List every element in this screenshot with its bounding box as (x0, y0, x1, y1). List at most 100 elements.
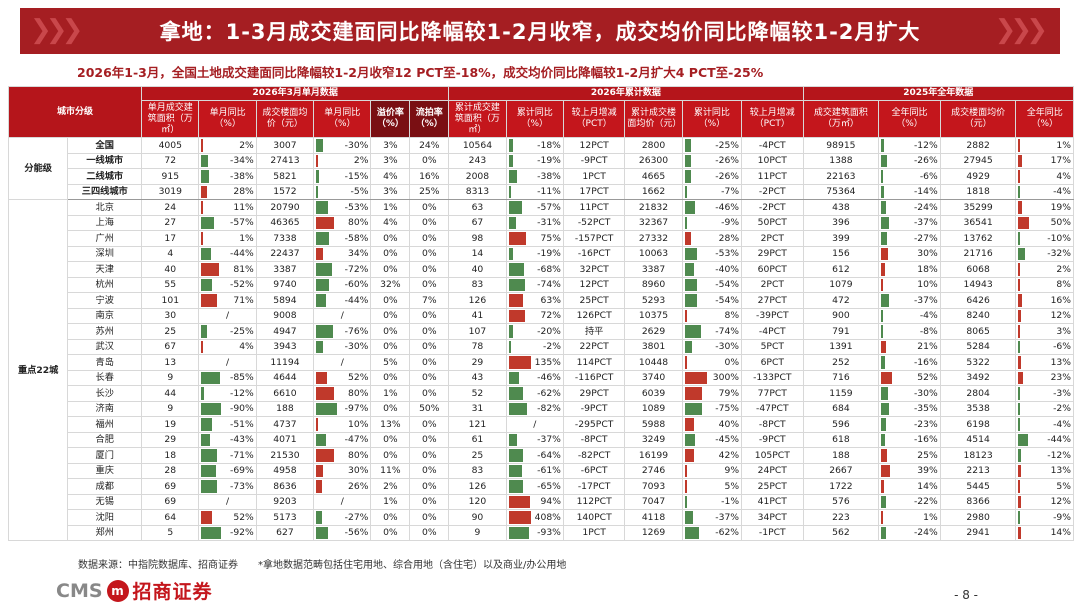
cell-value: -43% (230, 434, 254, 446)
value-cell: / (313, 354, 372, 371)
value-cell: 4 (141, 245, 200, 262)
cell-value: -53% (715, 248, 740, 260)
value-cell: 1572 (255, 183, 315, 200)
value-cell: 10448 (624, 354, 683, 371)
data-bar (316, 340, 324, 353)
value-cell: 3538 (939, 400, 1017, 417)
value-cell: 1089 (624, 400, 683, 417)
data-bar (316, 418, 319, 431)
change-cell: -8% (878, 323, 941, 340)
data-bar (684, 387, 702, 400)
data-bar (508, 526, 529, 539)
value-cell: 16% (409, 168, 450, 185)
value-cell: 1722 (802, 478, 880, 495)
cell-value: -9% (721, 217, 740, 229)
value-cell: -39PCT (741, 307, 804, 324)
value-cell: -133PCT (741, 369, 804, 386)
cell-value: 72% (540, 310, 561, 322)
value-cell: 14 (448, 245, 507, 262)
footnote: 数据来源：中指院数据库、招商证券 *拿地数据范畴包括住宅用地、综合用地（含住宅）… (78, 560, 567, 571)
change-cell: -26% (681, 168, 743, 185)
change-cell: 18% (878, 261, 941, 278)
value-cell: 27 (141, 214, 200, 231)
cell-value: 34% (348, 248, 369, 260)
value-cell: -52PCT (562, 214, 626, 231)
data-bar (316, 526, 329, 539)
data-bar (316, 511, 323, 524)
data-bar (684, 356, 687, 369)
change-cell: -43% (198, 431, 257, 448)
change-cell: -46% (505, 369, 564, 386)
change-cell: 1% (198, 230, 257, 247)
change-cell: 52% (313, 369, 372, 386)
cell-value: -2% (543, 341, 561, 353)
value-cell: 2008 (448, 168, 507, 185)
table-row: 合肥 29 -43% 4071 -47% 0% 0% 61 -37% -8PCT 3249 -45% -… (9, 431, 1074, 448)
cell-value: 9% (724, 465, 740, 477)
value-cell: 791 (802, 323, 880, 340)
change-cell: -25% (198, 323, 257, 340)
change-cell: -68% (505, 261, 564, 278)
value-cell: 25PCT (562, 292, 626, 309)
value-cell: 78 (448, 338, 507, 355)
value-cell: 3019 (141, 183, 200, 200)
cell-value: 80% (348, 387, 369, 399)
change-cell: 34% (313, 245, 372, 262)
city-name: 无锡 (67, 493, 143, 510)
value-cell: 83 (448, 276, 507, 293)
value-cell: 0% (370, 447, 411, 464)
value-cell: 0% (409, 276, 450, 293)
value-cell: 25 (448, 447, 507, 464)
city-name: 武汉 (67, 338, 143, 355)
table-row: 南京 30/9008/0% 0% 41 72% 126PCT 10375 8% -39PCT 90… (9, 307, 1074, 324)
data-bar (1018, 278, 1021, 291)
data-bar (881, 216, 890, 229)
value-cell: 900 (802, 307, 880, 324)
data-bar (881, 278, 884, 291)
header-group-2025: 2025年全年数据 (802, 86, 1075, 101)
cell-value: 2% (239, 139, 254, 151)
value-cell: 596 (802, 416, 880, 433)
data-bar (201, 278, 213, 291)
cell-value: -60% (344, 279, 369, 291)
value-cell: 5% (370, 354, 411, 371)
value-cell: 1159 (802, 385, 880, 402)
table-row: 福州 19 -51% 4737 10% 13% 0% 121/-295PCT 5988 40% -8… (9, 416, 1074, 433)
value-cell: 5173 (255, 509, 315, 526)
city-name: 二线城市 (67, 168, 143, 185)
change-cell: -69% (198, 462, 257, 479)
cell-value: -15% (344, 170, 369, 182)
change-cell: 8% (681, 307, 743, 324)
data-bar (201, 216, 215, 229)
chevron-right-icon: ❯❯❯ (994, 15, 1048, 45)
change-cell: -54% (681, 292, 743, 309)
change-cell: -37% (878, 292, 941, 309)
data-bar (508, 185, 511, 198)
data-bar (881, 309, 884, 322)
value-cell: 126PCT (562, 307, 626, 324)
change-cell: 80% (313, 385, 372, 402)
section-label: 重点22城 (7, 199, 69, 541)
value-cell: 1% (370, 493, 411, 510)
value-cell: 16199 (624, 447, 683, 464)
change-cell: -11% (505, 183, 564, 200)
data-bar (508, 263, 524, 276)
change-cell: -57% (505, 199, 564, 216)
change-cell: 10% (878, 276, 941, 293)
change-cell: -46% (681, 199, 743, 216)
cell-value: -19% (537, 248, 561, 260)
change-cell: -26% (681, 152, 743, 169)
change-cell: -53% (681, 245, 743, 262)
change-cell: -53% (313, 199, 372, 216)
cell-value: 21% (917, 341, 938, 353)
header-group-ytd: 2026年累计数据 (448, 86, 804, 101)
cell-value: 13% (1050, 356, 1071, 368)
table-row: 分能级 全国 4005 2% 3007 -30% 3% 24% 10564 -18% 12PCT 28… (7, 137, 1074, 200)
cell-value: -71% (230, 449, 254, 461)
data-bar (508, 511, 531, 524)
value-cell: 0% (409, 431, 450, 448)
data-bar (881, 325, 884, 338)
value-cell: 41PCT (741, 493, 804, 510)
value-cell: 18 (141, 447, 200, 464)
value-cell: 4118 (624, 509, 683, 526)
